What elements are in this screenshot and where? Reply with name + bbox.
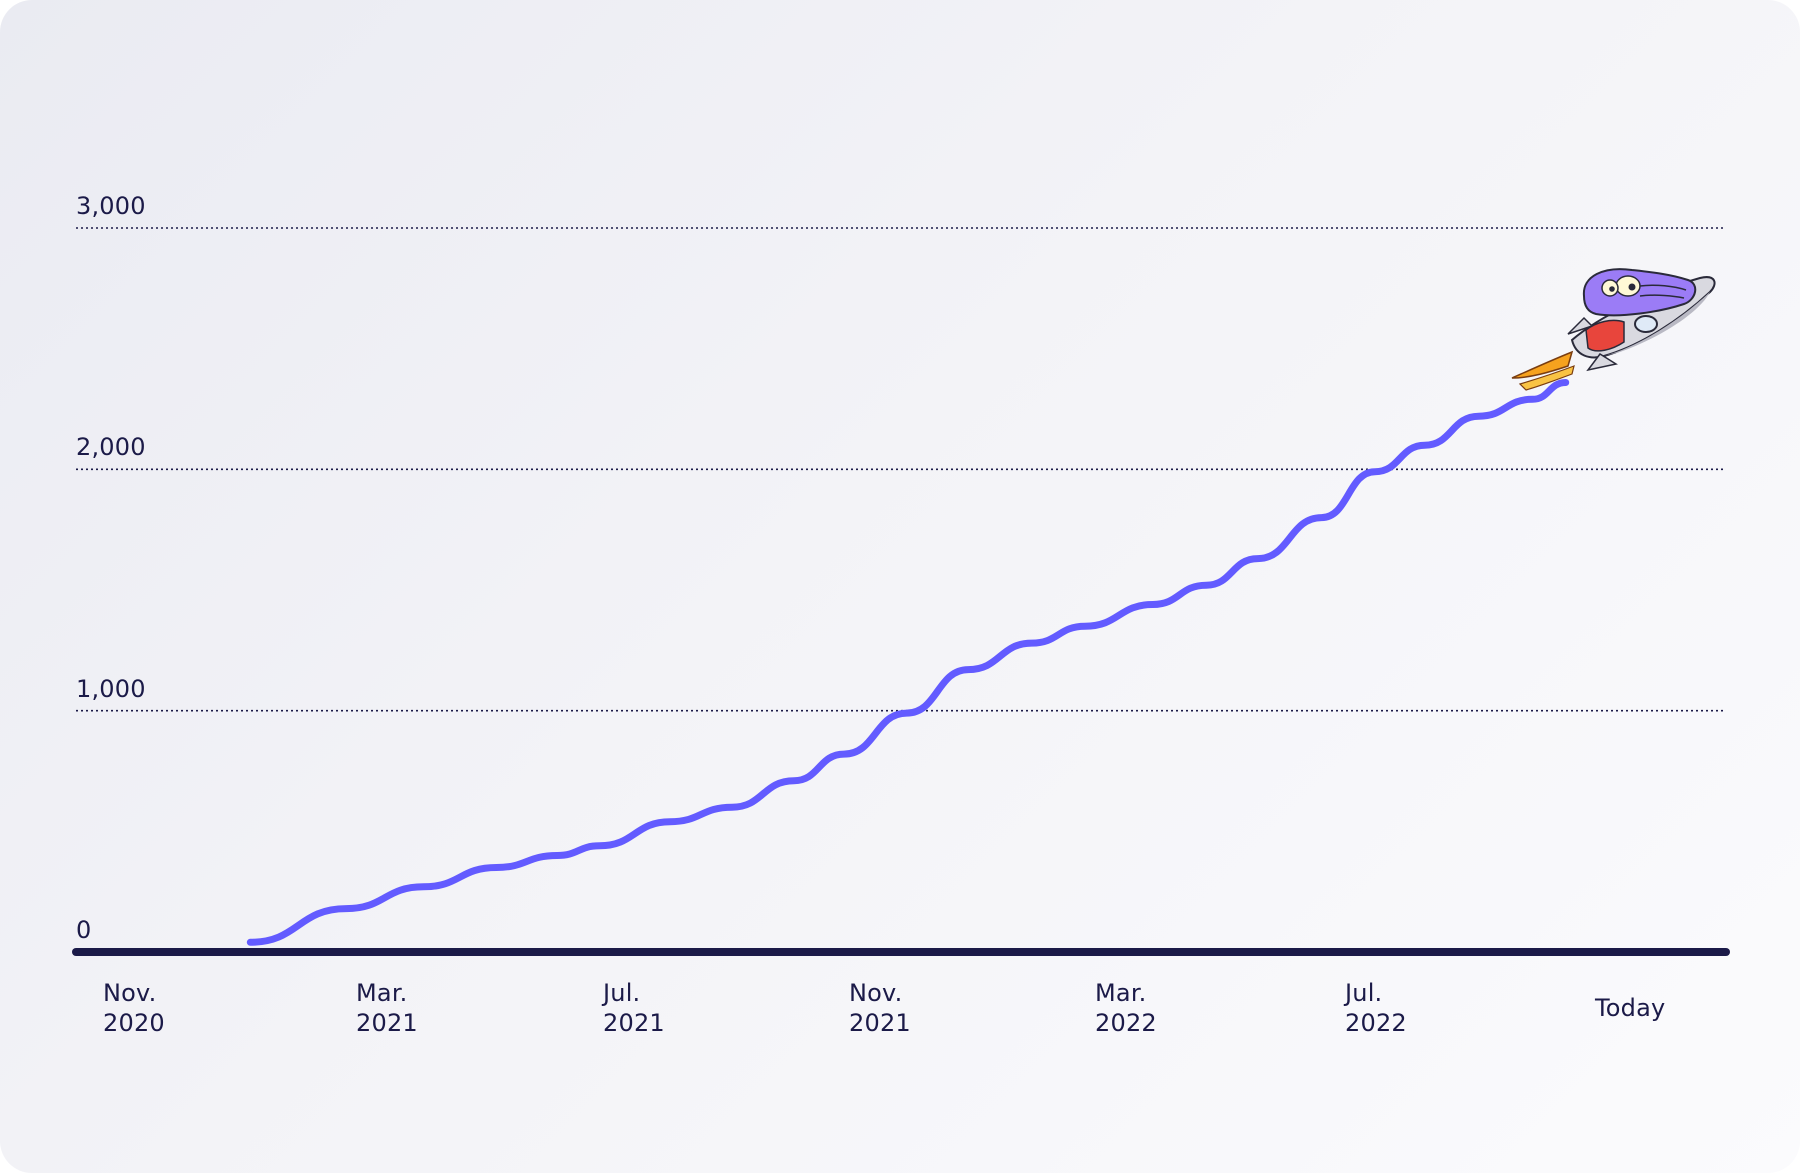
- grid-lines: [76, 227, 1726, 712]
- x-tick-label: Mar. 2022: [1095, 978, 1157, 1038]
- series-line: [246, 379, 1570, 946]
- x-tick-label: Nov. 2021: [849, 978, 911, 1038]
- x-tick-line1: Jul.: [603, 979, 641, 1007]
- x-tick-label: Nov. 2020: [103, 978, 165, 1038]
- x-tick-label: Jul. 2021: [603, 978, 665, 1038]
- x-tick-line2: 2021: [603, 1009, 665, 1037]
- x-tick-line1: Jul.: [1345, 979, 1383, 1007]
- x-tick-line2: 2021: [849, 1009, 911, 1037]
- x-tick-label: Jul. 2022: [1345, 978, 1407, 1038]
- x-tick-line2: 2022: [1095, 1009, 1157, 1037]
- y-tick-label: 3,000: [76, 192, 146, 220]
- x-tick-label: Today: [1595, 993, 1665, 1023]
- x-tick-label: Mar. 2021: [356, 978, 418, 1038]
- x-tick-line2: 2022: [1345, 1009, 1407, 1037]
- x-tick-line2: 2020: [103, 1009, 165, 1037]
- y-tick-label: 2,000: [76, 433, 146, 462]
- x-tick-line1: Mar.: [1095, 979, 1147, 1007]
- y-tick-label: 0: [76, 916, 92, 944]
- x-tick-line2: 2021: [356, 1009, 418, 1037]
- rocket-mascot-icon: [1511, 268, 1716, 391]
- x-tick-line1: Mar.: [356, 979, 408, 1007]
- x-tick-line1: Nov.: [849, 979, 903, 1007]
- y-tick-label: 1,000: [76, 674, 146, 703]
- x-tick-line1: Nov.: [103, 979, 157, 1007]
- x-tick-line1: Today: [1595, 994, 1666, 1022]
- series-lines: [246, 379, 1570, 946]
